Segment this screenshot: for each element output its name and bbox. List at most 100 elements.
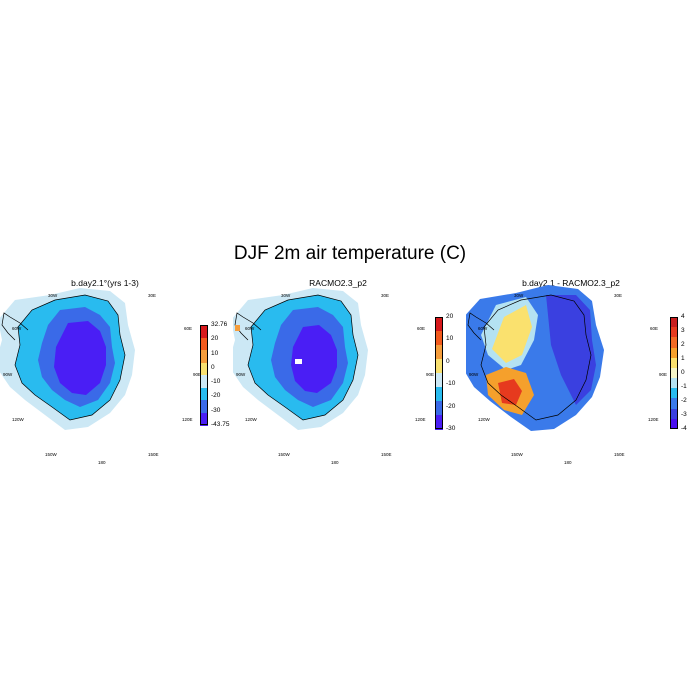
colorbar-segment — [670, 418, 678, 430]
colorbar-tick-label: -43.75 — [211, 421, 230, 428]
lon-label: 30E — [148, 293, 157, 298]
colorbar-segment — [670, 327, 678, 338]
colorbar-segment — [200, 350, 208, 363]
coastline — [14, 294, 126, 421]
panel-title: b.day2.1 - RACMO2.3_p2 — [522, 278, 620, 288]
colorbar-tick-label: 1 — [681, 355, 685, 362]
lon-label: 120E — [182, 417, 193, 422]
lon-label: 150W — [511, 452, 523, 457]
lon-label: 150W — [278, 452, 290, 457]
colorbar-tick-label: 4 — [681, 313, 685, 320]
colorbar-tick-label: -20 — [211, 392, 221, 400]
colorbar-tick-label: 3 — [681, 327, 685, 334]
colorbar-segment — [200, 325, 208, 338]
panel-model: b.day2.1°(yrs 1-3) 30W 30E 60W 60E 90W 9… — [0, 275, 233, 475]
colorbar-tick-label: -20 — [446, 402, 456, 410]
colorbar-tick-label: -2 — [681, 397, 687, 404]
colorbar-segment — [670, 388, 678, 399]
panel-title: RACMO2.3_p2 — [309, 278, 367, 288]
lon-label: 90E — [193, 372, 202, 377]
colorbar-segment — [200, 412, 208, 426]
colorbar-tick-label: -10 — [446, 380, 456, 388]
core-region — [291, 325, 337, 393]
colorbar-tick-label: 10 — [446, 335, 454, 343]
pole-gap — [295, 359, 302, 364]
core-region — [54, 321, 106, 395]
colorbar-segment — [670, 367, 678, 379]
colorbar-tick-label: -30 — [446, 425, 456, 432]
lon-label: 90W — [469, 372, 479, 377]
lon-label: 180 — [98, 460, 106, 465]
colorbar-tick-label: -1 — [681, 383, 687, 390]
colorbar-tick-label: 2 — [681, 341, 685, 348]
colorbar-segment — [435, 317, 443, 332]
lon-label: 30W — [514, 293, 524, 298]
antarctica-map — [466, 285, 604, 431]
colorbar-segment — [435, 401, 443, 416]
colorbar-segment — [670, 357, 678, 369]
colorbar-segment — [435, 331, 443, 346]
antarctica-map — [0, 288, 135, 430]
lon-label: 60W — [478, 326, 488, 331]
colorbar-segment — [200, 387, 208, 401]
lon-label: 120E — [648, 417, 659, 422]
lon-label: 30E — [614, 293, 623, 298]
peninsula-warm-patch — [235, 325, 240, 331]
lon-label: 60E — [417, 326, 426, 331]
lon-label: 60W — [12, 326, 22, 331]
colorbar-segment — [435, 415, 443, 430]
colorbar-segment — [200, 375, 208, 388]
colorbar-tick-label: -3 — [681, 411, 687, 418]
colorbar-segment — [670, 378, 678, 389]
colorbar: 4 3 2 1 0 -1 -2 -3 -4 — [670, 313, 687, 432]
colorbar-tick-label: 0 — [446, 357, 450, 365]
lon-label: 60E — [184, 326, 193, 331]
panel-racmo: RACMO2.3_p2 30W 30E 60W 60E 90W 90E 120W… — [233, 275, 466, 475]
colorbar-segment — [670, 408, 678, 420]
colorbar-segment — [200, 337, 208, 351]
lon-label: 90W — [3, 372, 13, 377]
antarctica-map — [233, 288, 368, 430]
colorbar-segment — [200, 400, 208, 413]
coastline — [480, 294, 592, 421]
peninsula — [467, 312, 495, 341]
lon-label: 150W — [45, 452, 57, 457]
diff-west-neg — [546, 295, 596, 405]
lon-label: 30W — [48, 293, 58, 298]
lon-label: 30W — [281, 293, 291, 298]
colorbar-tick-label: 10 — [211, 349, 219, 357]
page-title: DJF 2m air temperature (C) — [233, 243, 467, 264]
panel-difference: b.day2.1 - RACMO2.3_p2 30W 30E 60W 60E 9… — [466, 275, 699, 475]
colorbar: 20 10 0 -10 -20 -30 — [435, 313, 455, 432]
peninsula — [1, 312, 29, 341]
lon-label: 150E — [381, 452, 392, 457]
colorbar-segment — [435, 387, 443, 402]
colorbar-segment — [670, 337, 678, 349]
diff-pos-wedge — [492, 305, 532, 363]
colorbar-tick-label: -30 — [211, 406, 221, 414]
lon-label: 60E — [650, 326, 659, 331]
lon-label: 150E — [614, 452, 625, 457]
lon-label: 90W — [236, 372, 246, 377]
coastline — [247, 294, 359, 421]
lon-label: 120W — [12, 417, 24, 422]
lon-label: 150E — [148, 452, 159, 457]
colorbar-segment — [435, 359, 443, 374]
lon-label: 180 — [564, 460, 572, 465]
lon-label: 90E — [426, 372, 435, 377]
colorbar-segment — [435, 345, 443, 360]
colorbar-tick-label: 0 — [211, 363, 215, 371]
colorbar-segment — [670, 317, 678, 328]
lon-label: 120W — [478, 417, 490, 422]
colorbar-tick-label: -4 — [681, 425, 687, 432]
peninsula — [234, 312, 262, 341]
colorbar-segment — [435, 373, 443, 388]
colorbar-segment — [200, 362, 208, 376]
colorbar-segment — [670, 398, 678, 410]
colorbar-tick-label: 0 — [681, 369, 685, 376]
diff-hot-spot — [498, 379, 522, 405]
lon-label: 180 — [331, 460, 339, 465]
colorbar-tick-label: 32.76 — [211, 321, 228, 328]
panel-title: b.day2.1°(yrs 1-3) — [71, 278, 139, 288]
colorbar-segment — [670, 347, 678, 359]
